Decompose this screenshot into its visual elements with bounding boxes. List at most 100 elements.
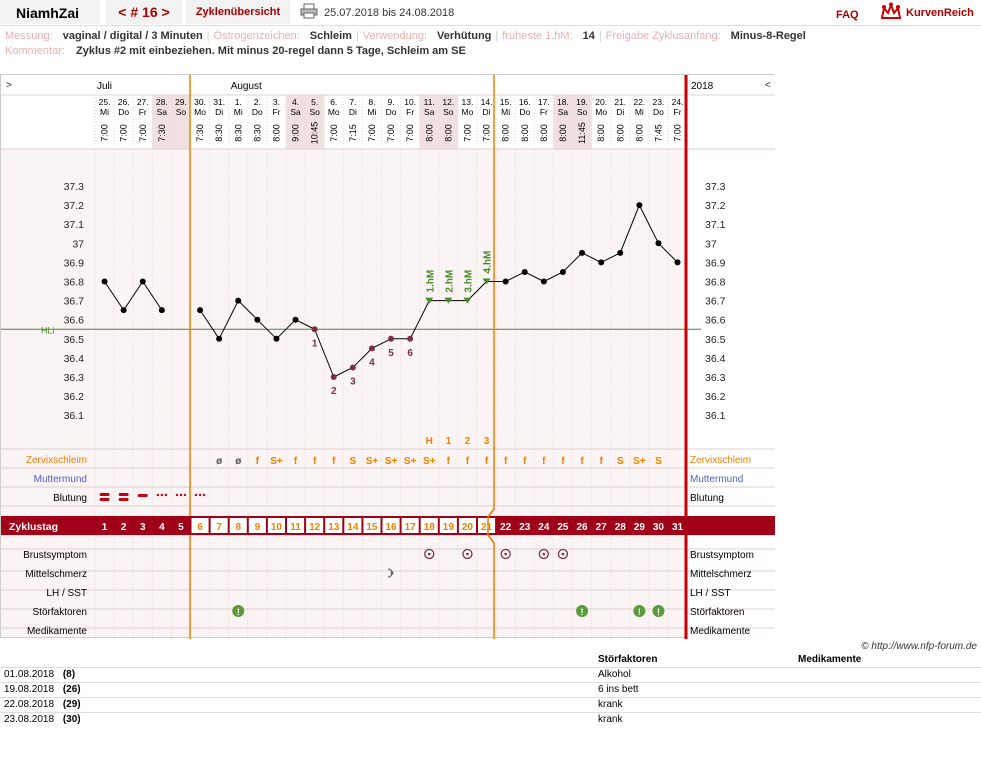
temp-point xyxy=(101,278,108,285)
peak-label: H xyxy=(426,436,433,447)
bleeding-heavy xyxy=(99,498,110,501)
time-label: 8:30 xyxy=(233,124,243,142)
meta-line-2: Kommentar: Zyklus #2 mit einbeziehen. Mi… xyxy=(5,45,466,57)
count-label: 3 xyxy=(350,376,356,387)
weekday-label: So xyxy=(577,107,588,117)
weekday-label: Mi xyxy=(234,107,243,117)
y-tick-left: 36.4 xyxy=(64,353,85,365)
cycle-day-number: 28 xyxy=(615,522,627,533)
event-date-text: 01.08.2018 xyxy=(4,669,55,680)
temp-point xyxy=(349,364,356,371)
hm-marker xyxy=(463,297,472,304)
y-tick-right: 37.1 xyxy=(705,219,726,231)
bleeding-spotting xyxy=(183,493,187,497)
y-tick-right: 36.2 xyxy=(705,391,726,403)
breast-symptom-dot xyxy=(427,552,431,556)
cycle-day-cell xyxy=(401,518,419,533)
breast-symptom-icon xyxy=(538,548,549,560)
y-tick-right: 36.5 xyxy=(705,334,726,346)
event-row: 23.08.2018 (30) krank xyxy=(0,711,981,727)
hm-marker xyxy=(444,297,453,304)
time-label: 7:30 xyxy=(157,124,167,142)
cycle-day-cell xyxy=(420,518,438,533)
cycle-nav[interactable]: < # 16 > xyxy=(106,0,182,24)
temp-segment xyxy=(199,309,220,340)
time-label: 10:45 xyxy=(310,122,320,145)
hm-marker xyxy=(482,278,491,285)
cycle-day-cell xyxy=(191,518,209,533)
temp-point xyxy=(330,374,337,380)
row-label-right: Medikamente xyxy=(690,626,750,637)
cycle-day-number: 13 xyxy=(328,522,340,533)
weekday-label: Sa xyxy=(290,107,301,117)
weekday-label: Mi xyxy=(501,107,510,117)
date-range: 25.07.2018 bis 24.08.2018 xyxy=(324,7,455,19)
events-header-medi: Medikamente xyxy=(798,654,862,666)
date-label: 5. xyxy=(311,97,318,107)
date-band xyxy=(1,95,775,149)
row-label-zyklustag: Zyklustag xyxy=(9,521,58,533)
temp-segment xyxy=(467,281,487,301)
cycle-day-number: 30 xyxy=(653,522,665,533)
overview-link[interactable]: Zyklenübersicht xyxy=(186,0,290,24)
y-tick-left: 36.5 xyxy=(64,334,85,346)
date-label: 17. xyxy=(538,97,550,107)
temp-point xyxy=(388,335,395,342)
events-header-stoer: Störfaktoren xyxy=(598,654,658,666)
y-tick-right: 36.6 xyxy=(705,315,726,327)
crown-icon xyxy=(880,2,902,19)
disturbance-glyph: ! xyxy=(237,607,240,617)
date-label: 7. xyxy=(349,97,356,107)
cycle-day-cell xyxy=(478,518,496,533)
cycle-day-cell xyxy=(306,518,324,533)
row-label-left: Blutung xyxy=(53,493,87,504)
temp-point xyxy=(579,249,586,256)
time-label: 8:00 xyxy=(539,124,549,142)
temp-point xyxy=(216,335,223,342)
y-tick-left: 36.6 xyxy=(64,315,85,327)
count-label: 4 xyxy=(369,357,375,368)
time-label: 7:00 xyxy=(367,124,377,142)
right-margin xyxy=(687,75,775,639)
time-label: 7:00 xyxy=(482,124,492,142)
temp-point xyxy=(139,278,146,285)
hm-marker xyxy=(425,297,434,304)
ovulation-line-overlay xyxy=(487,508,495,544)
zervix-value: S xyxy=(655,456,662,467)
temp-segment xyxy=(619,204,640,254)
disturbance-icon xyxy=(652,605,665,617)
copyright[interactable]: © http://www.nfp-forum.de xyxy=(861,641,977,652)
cycle-day-number: 14 xyxy=(347,522,359,533)
date-label: 21. xyxy=(614,97,626,107)
temp-segment xyxy=(600,252,621,263)
zervix-value: f xyxy=(256,456,260,467)
time-label: 8:00 xyxy=(271,124,281,142)
date-label: 25. xyxy=(99,97,111,107)
time-label: 8:00 xyxy=(615,124,625,142)
user-name[interactable]: NiamhZai xyxy=(0,0,100,24)
meta-key: Messung: xyxy=(5,30,53,42)
cycle-day-number: 3 xyxy=(140,522,146,533)
meta-separator: | xyxy=(206,30,210,42)
y-tick-left: 36.8 xyxy=(64,277,85,289)
bleeding-spotting xyxy=(194,493,198,497)
weekday-label: Fr xyxy=(272,107,280,117)
event-stoer: Alkohol xyxy=(594,666,794,682)
brand-logo[interactable]: KurvenReich xyxy=(880,2,980,24)
temp-point xyxy=(502,278,509,285)
faq-link[interactable]: FAQ xyxy=(836,9,859,21)
printer-icon[interactable] xyxy=(300,3,318,19)
cover-line-label: HLi xyxy=(41,325,55,335)
brand-name: KurvenReich xyxy=(906,7,974,19)
y-tick-right: 36.3 xyxy=(705,372,726,384)
cycle-day-number: 10 xyxy=(271,522,283,533)
temp-segment xyxy=(104,281,125,311)
weekday-label: Mo xyxy=(328,107,340,117)
weekend-shade xyxy=(572,95,592,149)
date-label: 23. xyxy=(653,97,665,107)
cycle-day-number: 23 xyxy=(519,522,531,533)
time-label: 8:00 xyxy=(501,124,511,142)
weekday-label: Do xyxy=(252,107,263,117)
cycle-day-number: 15 xyxy=(366,522,378,533)
row-label-left: Muttermund xyxy=(34,474,87,485)
